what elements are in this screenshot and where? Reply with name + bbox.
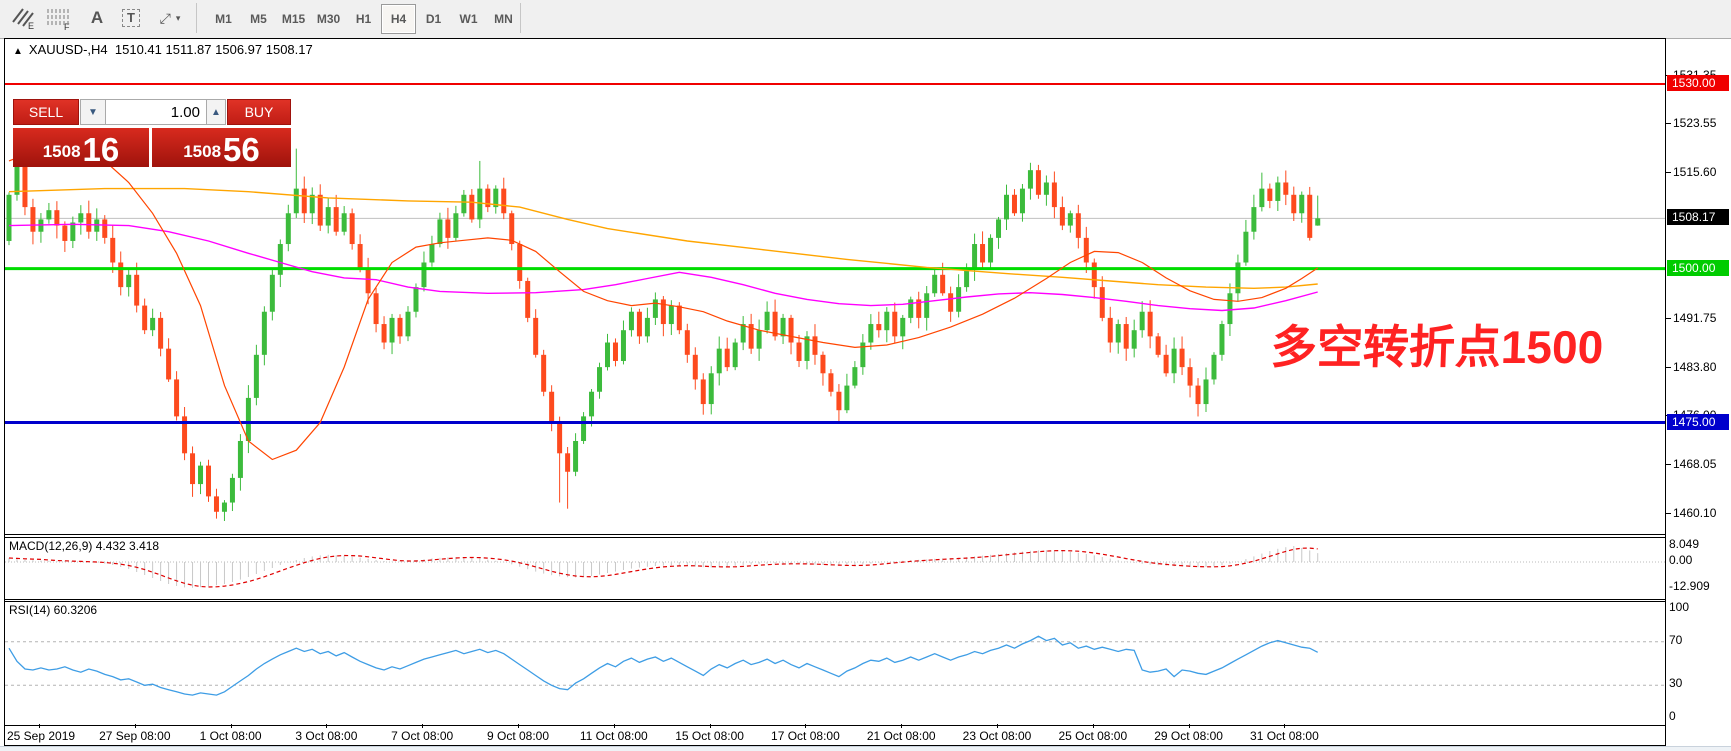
text-label-icon[interactable]: A [90,8,104,27]
macd-pane[interactable]: MACD(12,26,9) 4.432 3.418 [5,537,1665,600]
date-label[interactable]: 1 Oct 08:00 [199,729,262,743]
date-tick [613,724,615,728]
macd-axis-label: -12.909 [1669,578,1710,593]
chart-toolbar: E F A T ⤢ ▾ M1 M5 M15 M30 H1 H4 D1 W1 MN [0,0,1731,39]
date-tick [39,724,40,728]
date-tick [422,724,424,728]
sell-price-stem: 1508 [42,142,81,161]
arrows-tool-icon[interactable]: ⤢ ▾ [159,9,181,26]
date-tick [1284,724,1286,728]
fibonacci-icon[interactable]: F [42,4,76,32]
price-tick [1666,122,1671,124]
timeframe-m30-button[interactable]: M30 [316,12,341,26]
price-tick-label: 1523.55 [1673,115,1717,130]
bottom-strip [0,746,1731,751]
rsi-axis-label: 100 [1669,600,1690,614]
collapse-triangle-icon[interactable]: ▲ [13,46,23,57]
symbol-label: XAUUSD-,H4 [28,42,108,57]
crosshair-draw-icon[interactable]: E [6,4,40,32]
price-badge: 1508.17 [1667,209,1729,226]
toolbar-separator [520,3,521,33]
date-tick [134,724,136,728]
rsi-axis-label: 0 [1669,709,1676,723]
macd-label: MACD(12,26,9) 4.432 3.418 [9,539,160,553]
date-label[interactable]: 29 Oct 08:00 [1154,729,1223,743]
volume-input[interactable] [106,99,206,125]
timeframe-m15-button[interactable]: M15 [281,12,306,26]
date-label[interactable]: 7 Oct 08:00 [391,729,454,743]
price-tick [1666,171,1671,173]
svg-text:F: F [64,22,70,30]
sell-price-pips: 16 [82,130,120,168]
date-tick [709,724,711,728]
sell-button[interactable]: SELL [13,99,79,125]
rsi-axis-label: 70 [1669,632,1683,647]
chart-title: ▲ XAUUSD-,H4 1510.41 1511.87 1506.97 1508… [13,42,313,57]
price-tick-label: 1460.10 [1673,506,1717,521]
date-tick [901,724,903,728]
date-label[interactable]: 9 Oct 08:00 [486,729,550,743]
date-tick [1188,724,1190,728]
macd-axis-label: 0.00 [1669,553,1693,567]
timeframe-h1-button[interactable]: H1 [355,12,372,26]
one-click-trade-panel: SELL ▼ ▲ BUY 1508 16 1508 56 [13,99,291,167]
price-tick [1666,318,1671,320]
price-tick-label: 1491.75 [1673,311,1717,326]
date-label[interactable]: 25 Oct 08:00 [1058,729,1128,743]
toolbar-separator [196,3,197,33]
price-axis[interactable]: 1531.351523.551515.601491.751483.801476.… [1666,38,1731,746]
volume-decrease-button[interactable]: ▼ [80,99,106,125]
date-label[interactable]: 25 Sep 2019 [7,729,76,743]
rsi-pane[interactable]: RSI(14) 60.3206 [5,601,1665,726]
date-label[interactable]: 11 Oct 08:00 [579,729,648,743]
price-chart-pane[interactable] [5,39,1665,535]
price-tick [1666,464,1671,466]
date-label[interactable]: 3 Oct 08:00 [295,729,358,743]
timeframe-w1-button[interactable]: W1 [459,12,478,26]
date-label[interactable]: 15 Oct 08:00 [675,729,744,743]
svg-text:E: E [28,21,34,30]
date-label[interactable]: 31 Oct 08:00 [1250,729,1319,743]
date-tick [1092,724,1094,728]
date-tick [997,724,998,728]
price-tick [1666,513,1671,515]
date-tick [518,724,519,728]
price-tick-label: 1483.80 [1673,360,1717,375]
rsi-label: RSI(14) 60.3206 [9,603,98,617]
timeframe-h4-button[interactable]: H4 [381,4,416,34]
text-box-icon[interactable]: T [114,4,148,32]
rsi-axis-label: 30 [1669,676,1683,691]
price-badge: 1475.00 [1667,413,1729,430]
date-tick [326,724,328,728]
date-label[interactable]: 27 Sep 08:00 [99,729,171,743]
macd-axis-label: 8.049 [1669,536,1700,551]
date-label[interactable]: 23 Oct 08:00 [962,729,1032,743]
timeframe-mn-button[interactable]: MN [494,12,513,26]
buy-button[interactable]: BUY [227,99,291,125]
date-tick [805,724,807,728]
price-badge: 1530.00 [1667,75,1729,91]
chart-window: ▲ XAUUSD-,H4 1510.41 1511.87 1506.97 1508… [4,38,1666,746]
date-axis[interactable]: 25 Sep 2019 27 Sep 08:00 1 Oct 08:00 3 Oct … [5,724,1665,745]
ohlc-label: 1510.41 1511.87 1506.97 1508.17 [114,42,313,57]
timeframe-m1-button[interactable]: M1 [215,12,232,26]
date-tick [230,724,232,728]
price-tick-label: 1468.05 [1673,457,1717,472]
buy-price-stem: 1508 [183,142,222,161]
price-badge: 1500.00 [1667,259,1729,276]
volume-increase-button[interactable]: ▲ [206,99,226,125]
date-label[interactable]: 17 Oct 08:00 [771,729,840,743]
sell-price-display[interactable]: 1508 16 [13,128,149,167]
timeframe-d1-button[interactable]: D1 [425,12,442,26]
chart-annotation-text: 多空转折点1500 [1269,321,1605,373]
buy-price-pips: 56 [223,130,260,168]
buy-price-display[interactable]: 1508 56 [152,128,291,167]
price-tick-label: 1515.60 [1673,164,1717,179]
timeframe-m5-button[interactable]: M5 [250,12,267,26]
price-tick [1666,367,1671,369]
date-label[interactable]: 21 Oct 08:00 [866,729,936,743]
